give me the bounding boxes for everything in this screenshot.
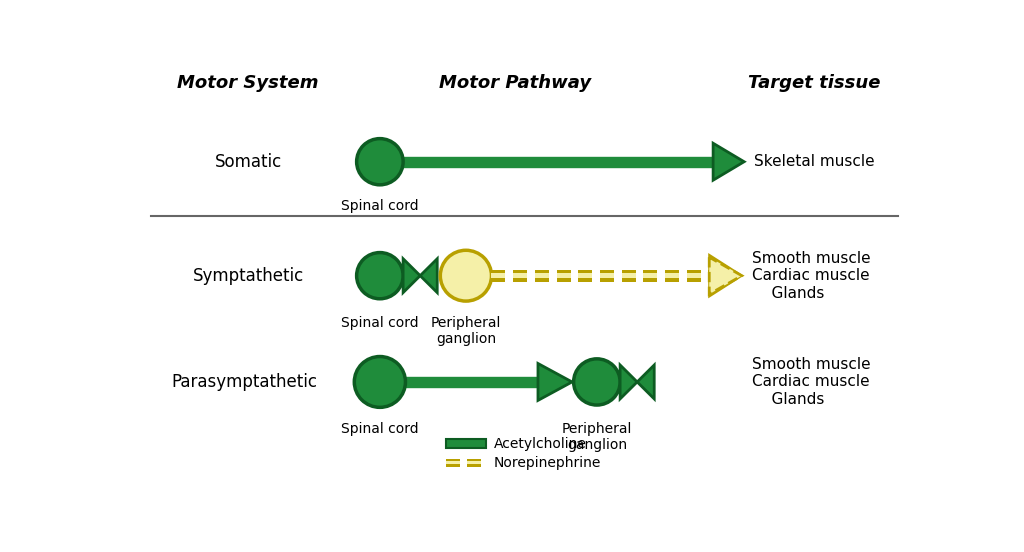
- Text: Spinal cord: Spinal cord: [341, 422, 419, 436]
- Bar: [643, 270, 657, 282]
- Bar: [403, 157, 713, 167]
- Bar: [513, 270, 527, 282]
- Bar: [445, 461, 460, 464]
- Bar: [513, 273, 527, 278]
- Bar: [579, 270, 592, 282]
- Circle shape: [573, 359, 621, 405]
- Bar: [492, 273, 506, 278]
- Polygon shape: [710, 255, 741, 296]
- Text: Peripheral
ganglion: Peripheral ganglion: [562, 422, 632, 452]
- Circle shape: [354, 357, 406, 407]
- Polygon shape: [403, 259, 420, 293]
- Bar: [535, 270, 549, 282]
- Polygon shape: [538, 363, 572, 400]
- Bar: [467, 459, 481, 467]
- Circle shape: [356, 253, 403, 299]
- Circle shape: [356, 139, 403, 185]
- Bar: [665, 273, 679, 278]
- Polygon shape: [710, 257, 741, 294]
- Text: Somatic: Somatic: [214, 153, 282, 171]
- Bar: [665, 270, 679, 282]
- Bar: [467, 461, 481, 464]
- Bar: [579, 273, 592, 278]
- Text: Peripheral
ganglion: Peripheral ganglion: [431, 316, 501, 346]
- Bar: [557, 273, 570, 278]
- Polygon shape: [637, 365, 654, 399]
- Text: Motor Pathway: Motor Pathway: [439, 74, 592, 92]
- Text: Skeletal muscle: Skeletal muscle: [755, 154, 874, 169]
- Bar: [406, 377, 538, 387]
- Polygon shape: [621, 365, 637, 399]
- Bar: [687, 270, 700, 282]
- Bar: [687, 273, 700, 278]
- Bar: [535, 273, 549, 278]
- Bar: [557, 270, 570, 282]
- Circle shape: [440, 250, 492, 301]
- Text: Smooth muscle
Cardiac muscle
    Glands: Smooth muscle Cardiac muscle Glands: [752, 251, 870, 301]
- Bar: [445, 459, 460, 467]
- Bar: [600, 270, 614, 282]
- Polygon shape: [713, 143, 744, 180]
- Polygon shape: [420, 259, 437, 293]
- Bar: [600, 273, 614, 278]
- Text: Spinal cord: Spinal cord: [341, 316, 419, 330]
- Text: Symptathetic: Symptathetic: [193, 267, 304, 285]
- Bar: [622, 273, 636, 278]
- Polygon shape: [711, 259, 739, 293]
- Text: Smooth muscle
Cardiac muscle
    Glands: Smooth muscle Cardiac muscle Glands: [752, 357, 870, 407]
- Bar: [622, 270, 636, 282]
- Text: Motor System: Motor System: [177, 74, 318, 92]
- Bar: [445, 439, 486, 448]
- Text: Norepinephrine: Norepinephrine: [494, 456, 601, 470]
- Bar: [492, 270, 506, 282]
- Text: Target tissue: Target tissue: [748, 74, 880, 92]
- Text: Parasymptathetic: Parasymptathetic: [171, 373, 317, 391]
- Text: Spinal cord: Spinal cord: [341, 199, 419, 213]
- Bar: [643, 273, 657, 278]
- Text: Acetylcholine: Acetylcholine: [494, 437, 587, 450]
